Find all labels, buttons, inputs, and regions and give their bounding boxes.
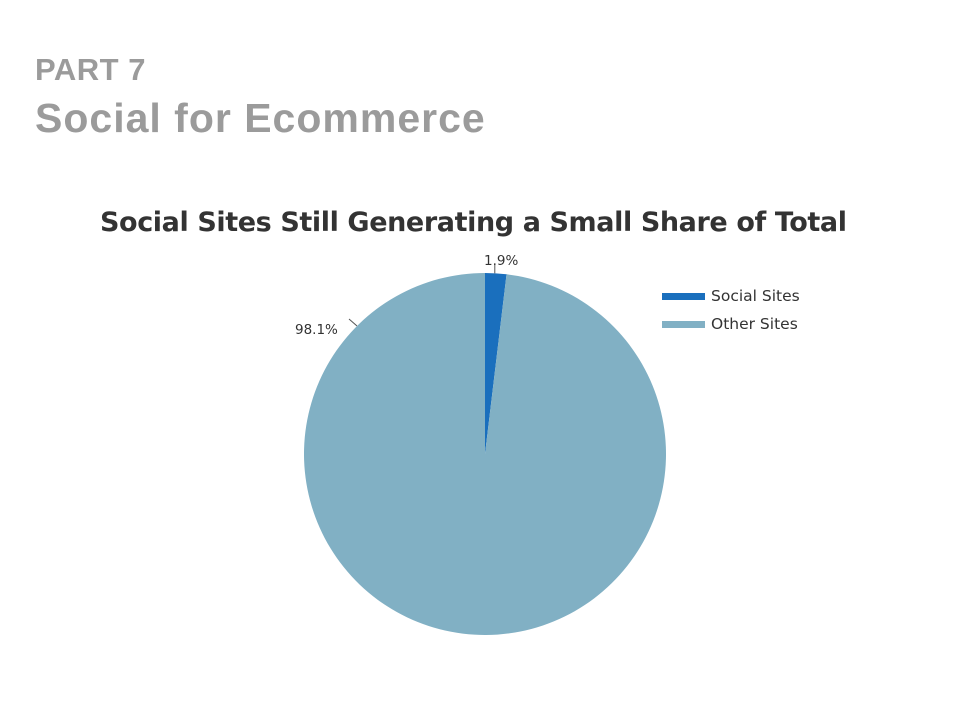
pie-slice-social-sites — [485, 273, 507, 454]
part-label: PART 7 — [35, 52, 146, 87]
legend-label-other-sites: Other Sites — [711, 315, 798, 333]
slide-title: Social for Ecommerce — [35, 95, 486, 141]
data-label-other-sites: 98.1% — [295, 322, 338, 338]
chart-title: Social Sites Still Generating a Small Sh… — [100, 207, 847, 238]
legend-item-other-sites: Other Sites — [662, 310, 800, 338]
chart-legend: Social Sites Other Sites — [662, 282, 800, 338]
data-label-social-sites: 1.9% — [484, 253, 519, 269]
pie-slice-other-sites — [304, 273, 667, 635]
legend-item-social-sites: Social Sites — [662, 282, 800, 310]
legend-label-social-sites: Social Sites — [711, 287, 800, 305]
legend-swatch-other-sites — [662, 320, 705, 328]
leader-line-other-sites — [348, 318, 358, 327]
legend-swatch-social-sites — [662, 292, 705, 300]
